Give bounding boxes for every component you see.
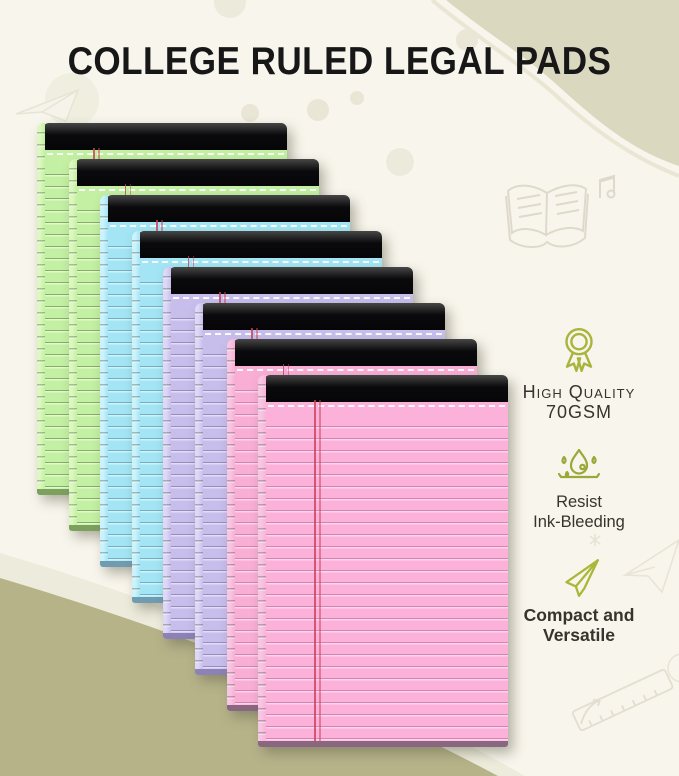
pad-paper (266, 400, 509, 741)
pad-page-edge (163, 267, 172, 639)
paper-plane-doodle-left (15, 88, 80, 122)
blob-dot (456, 29, 478, 51)
feature-line: Compact and (523, 605, 635, 625)
pad-page-edge (195, 303, 203, 675)
pad-perforation (173, 297, 411, 299)
feature-compact-versatile: Compact and Versatile (499, 556, 659, 645)
pad-perforation (268, 405, 506, 407)
pad-page-edge (131, 231, 140, 603)
top-right-wave (446, 0, 679, 166)
pad-perforation (78, 189, 316, 191)
feature-high-quality: High Quality 70GSM (499, 325, 659, 422)
pad-binding (232, 339, 477, 366)
pad-binding (74, 159, 319, 186)
music-note-doodle (599, 174, 616, 199)
medal-icon (565, 327, 593, 373)
ink-drop-icon (557, 448, 601, 479)
blob-dot (350, 91, 364, 105)
pad-binding (201, 303, 445, 330)
page-title: COLLEGE RULED LEGAL PADS (67, 40, 612, 83)
feature-text: Resist Ink-Bleeding (533, 492, 625, 532)
blob-circle (214, 0, 246, 18)
pad-perforation (236, 369, 474, 371)
legal-pad-pink-8 (258, 375, 509, 747)
circle-doodle (667, 653, 679, 683)
pad-binding (137, 231, 382, 258)
paper-plane-doodle-right (622, 539, 679, 594)
feature-line: Versatile (542, 625, 615, 645)
pad-page-edge (100, 195, 109, 567)
pad-ruled-lines (266, 426, 509, 741)
feature-line: High Quality (522, 382, 636, 402)
pad-perforation (47, 153, 284, 155)
pad-binding (43, 123, 287, 150)
pad-page-edge (37, 123, 45, 495)
pad-page-edge (68, 159, 77, 531)
pad-page-edge (258, 375, 267, 747)
open-book-doodle (505, 184, 589, 248)
feature-text: High Quality 70GSM (523, 382, 636, 422)
pad-perforation (110, 225, 348, 227)
feature-resist-ink-bleeding: Resist Ink-Bleeding (499, 447, 659, 532)
pad-margin-line (314, 400, 316, 741)
ruler-doodle (572, 668, 674, 731)
feature-line: 70GSM (545, 402, 612, 422)
pad-perforation (141, 261, 379, 263)
pad-margin-line (319, 400, 321, 741)
pad-binding (106, 195, 351, 222)
pad-binding (169, 267, 414, 294)
pad-perforation (205, 333, 442, 335)
feature-line: Ink-Bleeding (533, 513, 625, 531)
paper-plane-icon (565, 559, 599, 597)
arrow-doodle (580, 699, 601, 725)
blob-dot (241, 104, 259, 122)
feature-line: Resist (556, 493, 602, 511)
pad-binding (264, 375, 509, 402)
sparkle-doodle (589, 534, 601, 546)
feature-text: Compact and Versatile (524, 605, 635, 645)
blob-dot (386, 148, 414, 176)
blob-dot (307, 99, 329, 121)
pad-bottom-edge (258, 741, 509, 747)
pad-page-edge (226, 339, 235, 711)
